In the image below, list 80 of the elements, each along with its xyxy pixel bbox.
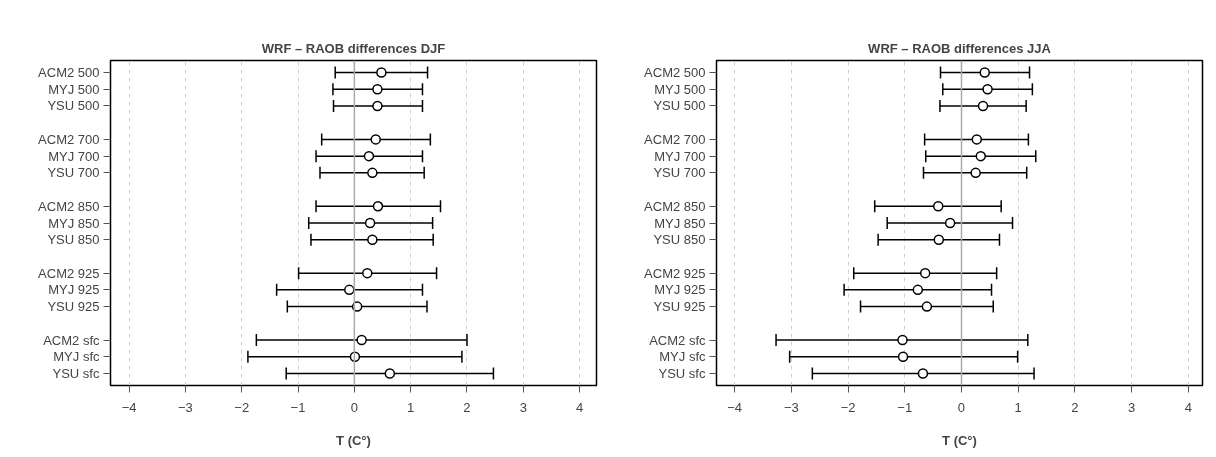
x-axis-title: T (C°) — [336, 432, 371, 448]
y-tick-label: MYJ 850 — [48, 215, 100, 231]
y-tick-label: YSU 500 — [47, 98, 100, 114]
y-tick-label: ACM2 700 — [38, 131, 100, 147]
point — [932, 201, 944, 212]
y-tick-label: MYJ 700 — [654, 148, 706, 164]
point — [376, 67, 387, 78]
y-tick-label: YSU 925 — [653, 299, 706, 315]
y-tick-label: ACM2 500 — [38, 65, 100, 81]
x-tick-label: 0 — [350, 399, 358, 415]
y-tick-label: YSU sfc — [52, 365, 100, 381]
x-tick-label: −1 — [897, 399, 913, 415]
y-tick-label: MYJ sfc — [53, 349, 100, 365]
x-tick-label: −4 — [727, 399, 743, 415]
point — [933, 234, 945, 245]
y-tick-label: ACM2 925 — [644, 265, 706, 281]
y-tick-label: MYJ 925 — [654, 282, 706, 298]
y-tick-label: MYJ 700 — [48, 148, 100, 164]
y-tick-label: ACM2 500 — [644, 65, 706, 81]
point — [356, 334, 367, 346]
point — [362, 267, 373, 279]
x-tick-label: 3 — [1128, 399, 1136, 415]
y-tick-label: YSU 500 — [653, 98, 706, 114]
y-tick-label: YSU 925 — [47, 299, 100, 315]
point — [970, 167, 981, 179]
x-tick-label: 1 — [407, 399, 415, 415]
point — [372, 84, 383, 95]
point — [372, 201, 384, 212]
x-tick-label: −3 — [177, 399, 193, 415]
point — [897, 351, 909, 362]
y-tick-label: MYJ 925 — [48, 282, 100, 298]
point — [370, 134, 381, 145]
x-tick-label: 2 — [1071, 399, 1079, 415]
y-tick-label: ACM2 sfc — [43, 332, 100, 348]
y-tick-label: ACM2 925 — [38, 265, 100, 281]
point — [372, 100, 383, 112]
point — [912, 284, 924, 296]
point — [919, 267, 931, 279]
x-tick-label: 4 — [575, 399, 584, 415]
x-tick-label: 0 — [957, 399, 966, 415]
x-axis-title: T (C°) — [942, 432, 977, 448]
point — [364, 217, 376, 229]
x-tick-label: 1 — [1014, 399, 1022, 415]
x-tick-label: 3 — [519, 399, 527, 415]
point — [367, 167, 378, 179]
y-tick-label: ACM2 700 — [644, 131, 706, 147]
y-tick-label: YSU 700 — [653, 165, 706, 181]
y-tick-label: YSU 700 — [47, 165, 100, 181]
x-tick-label: −4 — [121, 399, 137, 415]
point — [921, 301, 933, 312]
point — [897, 334, 908, 346]
y-tick-label: MYJ 500 — [654, 81, 706, 97]
point — [917, 368, 929, 379]
y-tick-label: ACM2 850 — [644, 198, 706, 214]
x-tick-label: −2 — [840, 399, 856, 415]
x-tick-label: 2 — [463, 399, 471, 415]
x-tick-label: 4 — [1184, 399, 1192, 415]
y-tick-label: MYJ sfc — [659, 349, 706, 365]
point — [982, 84, 993, 95]
point — [367, 234, 378, 245]
y-tick-label: ACM2 sfc — [649, 332, 706, 348]
chart-title: WRF – RAOB differences JJA — [868, 40, 1052, 56]
y-tick-label: YSU sfc — [658, 365, 706, 381]
chart-title: WRF – RAOB differences DJF — [261, 40, 446, 56]
x-tick-label: −3 — [783, 399, 799, 415]
point — [384, 368, 396, 379]
x-tick-label: −1 — [290, 399, 306, 415]
point — [971, 134, 983, 145]
x-tick-label: −2 — [234, 399, 250, 415]
point — [977, 100, 989, 112]
point — [363, 150, 375, 162]
y-tick-label: YSU 850 — [653, 232, 706, 248]
point — [344, 284, 355, 296]
point — [944, 217, 956, 229]
y-tick-label: ACM2 850 — [38, 198, 100, 214]
point — [979, 67, 990, 78]
y-tick-label: MYJ 500 — [48, 81, 100, 97]
point — [975, 150, 987, 162]
y-tick-label: YSU 850 — [47, 232, 100, 248]
y-tick-label: MYJ 850 — [654, 215, 706, 231]
